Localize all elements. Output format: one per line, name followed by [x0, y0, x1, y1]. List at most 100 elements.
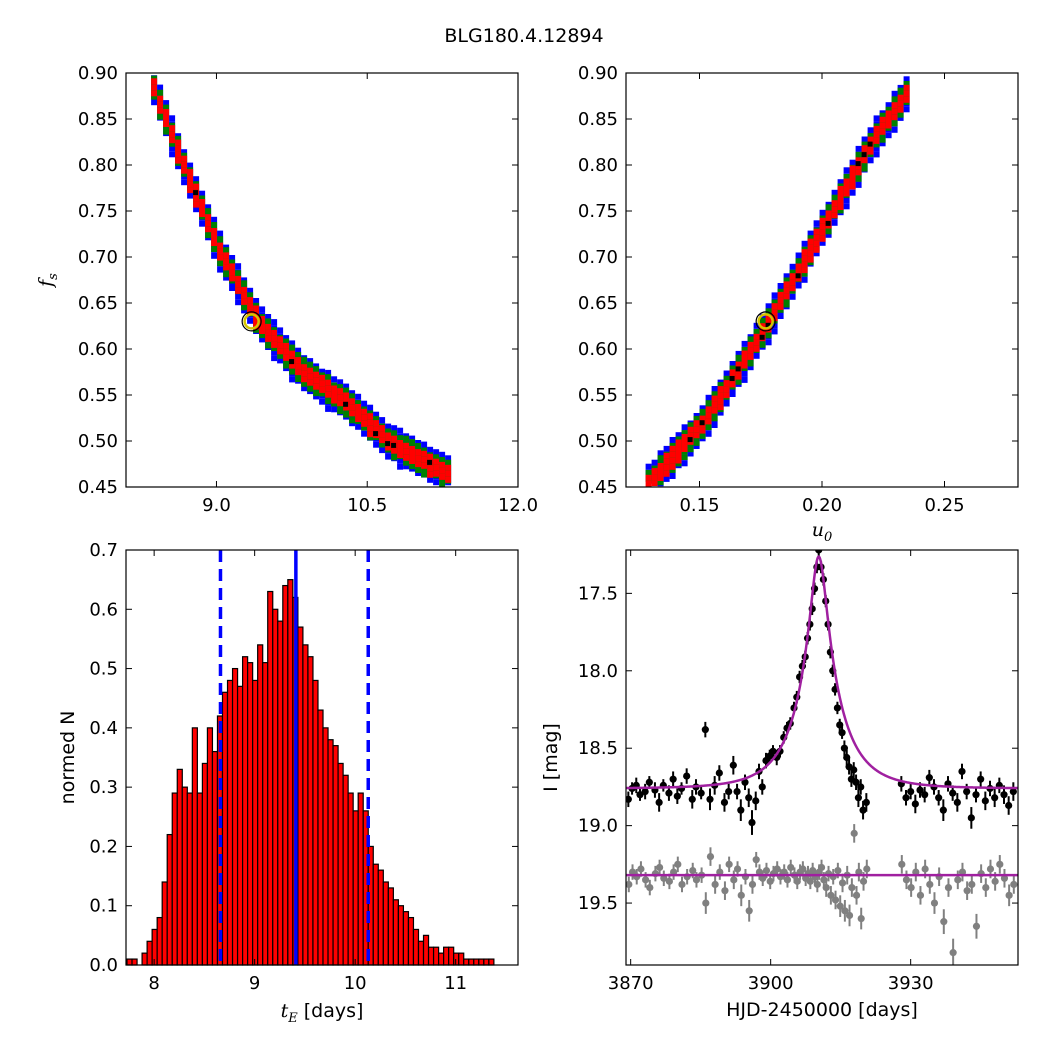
- data-point: [741, 778, 749, 786]
- data-point-secondary: [706, 853, 715, 861]
- data-point-secondary: [838, 879, 847, 887]
- histogram-bar: [412, 928, 420, 966]
- 2-sigma-cell: [343, 387, 350, 394]
- 1-sigma-cell: [325, 385, 332, 392]
- 1-sigma-cell: [259, 322, 266, 328]
- 1-sigma-cell: [265, 335, 272, 342]
- 2-sigma-cell: [867, 133, 874, 139]
- 1-sigma-cell: [873, 137, 880, 144]
- 3-sigma-cell: [271, 355, 278, 362]
- data-point-secondary: [902, 876, 911, 884]
- x-tick-label: 9.0: [202, 495, 231, 516]
- data-point-secondary: [646, 883, 654, 892]
- 2-sigma-cell: [265, 342, 272, 349]
- data-point: [833, 704, 842, 712]
- 1-sigma-cell: [271, 341, 278, 348]
- data-point-secondary: [787, 863, 795, 872]
- 2-sigma-cell: [873, 141, 880, 148]
- histogram-bar: [387, 887, 394, 966]
- 1-sigma-cell: [855, 169, 862, 176]
- 1-sigma-cell: [801, 267, 808, 274]
- 1-sigma-cell: [765, 314, 772, 321]
- data-point-secondary: [626, 880, 633, 889]
- 1-sigma-cell: [747, 341, 754, 348]
- best-fit-marker: [243, 313, 260, 330]
- 2-sigma-cell: [157, 113, 164, 120]
- data-point-secondary: [850, 829, 858, 837]
- 3-sigma-cell: [343, 383, 350, 390]
- 3-sigma-cell: [349, 390, 356, 397]
- data-point: [862, 798, 870, 807]
- 2-sigma-cell: [759, 317, 766, 324]
- data-point-secondary: [716, 868, 724, 876]
- 2-sigma-cell: [241, 280, 248, 287]
- 2-sigma-cell: [211, 246, 218, 252]
- 1-sigma-cell: [807, 238, 814, 245]
- histogram-bar: [407, 916, 415, 966]
- data-point: [683, 772, 691, 780]
- 1-sigma-cell: [319, 386, 326, 393]
- 2-sigma-cell: [741, 347, 748, 353]
- 3-sigma-cell: [903, 106, 910, 113]
- 1-sigma-cell: [241, 286, 248, 293]
- histogram-bar: [206, 727, 214, 966]
- 2-sigma-cell: [855, 151, 862, 158]
- 1-sigma-cell: [837, 192, 844, 198]
- 1-sigma-cell: [645, 474, 652, 481]
- 1-sigma-cell: [379, 431, 386, 438]
- histogram-bar: [417, 940, 425, 966]
- 3-sigma-cell: [433, 449, 440, 456]
- x-tick-label: 0.15: [679, 495, 719, 516]
- 1-sigma-cell: [675, 439, 682, 446]
- 3-sigma-cell: [867, 127, 874, 134]
- data-point-secondary: [637, 865, 645, 873]
- data-point-secondary: [930, 899, 939, 907]
- data-point-secondary: [711, 880, 719, 889]
- 3-sigma-cell: [783, 273, 790, 280]
- 1-sigma-cell: [885, 110, 892, 117]
- 3-sigma-cell: [693, 443, 700, 449]
- 1-sigma-cell: [283, 342, 290, 349]
- x-axis-label: u0: [812, 519, 833, 545]
- 1-sigma-cell: [765, 326, 772, 333]
- 1-sigma-cell: [807, 250, 814, 257]
- 1-sigma-cell: [277, 342, 284, 349]
- histogram-bar: [317, 709, 324, 966]
- panel-te-histogram: 8 9 10 11 0.0 0.1 0.2 0.3 0.4 0.5 0.6 0.7 tE [days] n…: [57, 540, 519, 1026]
- 1-sigma-cell: [705, 406, 712, 413]
- 1-sigma-cell: [753, 333, 760, 340]
- 3-sigma-cell: [199, 190, 206, 197]
- 1-sigma-cell: [349, 404, 356, 411]
- 3-sigma-cell: [211, 252, 218, 259]
- 2-sigma-cell: [283, 362, 290, 369]
- data-point-secondary: [848, 883, 856, 892]
- data-point-secondary: [926, 880, 934, 889]
- 1-sigma-cell: [783, 281, 790, 288]
- data-point-secondary: [940, 918, 948, 926]
- x-tick-label: 9: [249, 973, 260, 994]
- data-point: [949, 789, 957, 797]
- 1-sigma-cell: [355, 410, 362, 416]
- data-point-secondary: [898, 860, 906, 868]
- light-curve-plot: [626, 550, 1018, 965]
- y-tick-label: 0.6: [89, 599, 118, 620]
- 1-sigma-cell: [855, 163, 862, 170]
- 1-sigma-cell: [271, 335, 278, 342]
- best-sample-cell: [193, 190, 199, 196]
- 2-sigma-cell: [313, 390, 320, 397]
- 3-sigma-cell: [295, 347, 302, 354]
- 1-sigma-cell: [211, 240, 218, 246]
- 1-sigma-cell: [403, 442, 410, 449]
- 3-sigma-cell: [873, 151, 880, 158]
- 3-sigma-cell: [819, 239, 826, 246]
- y-tick-label: 0.65: [578, 293, 618, 314]
- histogram-bar: [463, 958, 470, 966]
- 1-sigma-cell: [681, 440, 688, 446]
- 3-sigma-cell: [861, 136, 868, 143]
- histogram-bar: [272, 608, 279, 966]
- 2-sigma-cell: [897, 111, 904, 118]
- 3-sigma-cell: [253, 298, 260, 304]
- 1-sigma-cell: [777, 291, 784, 298]
- 2-sigma-cell: [379, 441, 386, 448]
- histogram-bar: [448, 946, 455, 966]
